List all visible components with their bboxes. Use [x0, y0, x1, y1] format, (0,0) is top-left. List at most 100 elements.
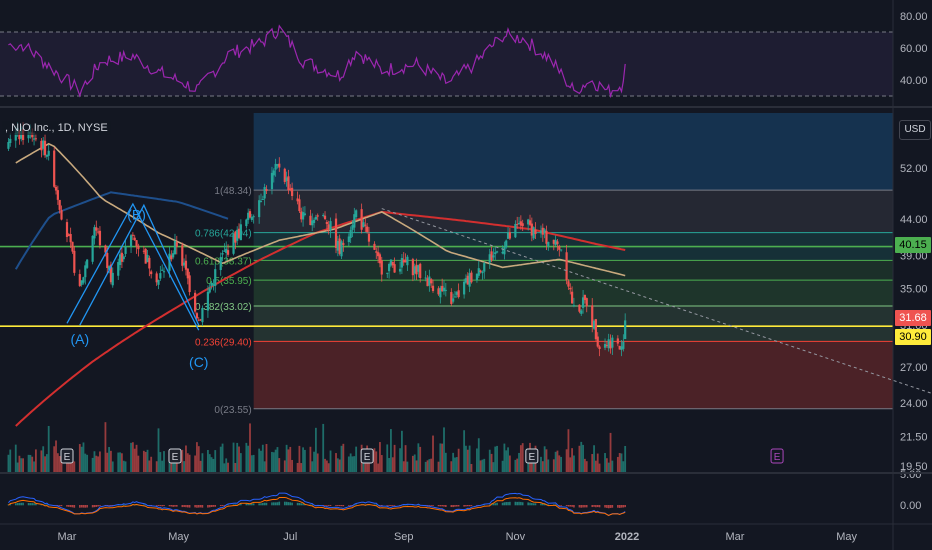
- candle-body: [47, 150, 50, 156]
- volume-bar: [567, 429, 570, 472]
- volume-bar: [325, 460, 328, 472]
- volume-bar: [73, 461, 76, 472]
- candle-body: [245, 219, 248, 227]
- macd-histogram-bar: [518, 501, 520, 506]
- candle-body: [56, 190, 59, 200]
- volume-bar: [578, 445, 581, 472]
- candle-body: [430, 279, 433, 284]
- macd-histogram-bar: [300, 503, 303, 506]
- candle-body: [93, 227, 96, 239]
- macd-histogram-bar: [327, 505, 330, 506]
- candle-body: [545, 230, 548, 244]
- volume-bar: [338, 459, 341, 472]
- candle-body: [34, 138, 37, 140]
- macd-histogram-bar: [509, 501, 511, 506]
- candle-body: [560, 249, 563, 251]
- volume-bar: [227, 462, 229, 472]
- macd-histogram-bar: [174, 505, 176, 507]
- price-tick-label: 24.00: [900, 398, 928, 410]
- volume-bar: [95, 455, 98, 472]
- macd-histogram-bar: [437, 505, 440, 507]
- volume-bar: [452, 452, 455, 472]
- candle-body: [276, 164, 279, 166]
- candle-body: [285, 177, 288, 182]
- macd-histogram-bar: [223, 505, 226, 506]
- macd-histogram-bar: [527, 502, 529, 506]
- macd-histogram-bar: [252, 503, 255, 506]
- volume-bar: [585, 461, 588, 472]
- volume-bar: [124, 461, 127, 472]
- trendline[interactable]: [381, 208, 932, 396]
- volume-bar: [207, 450, 209, 472]
- time-tick-label: May: [168, 531, 189, 543]
- macd-histogram-bar: [68, 505, 70, 507]
- horizontal-levels[interactable]: [0, 245, 893, 327]
- volume-bar: [516, 458, 519, 472]
- macd-histogram-bar: [91, 505, 94, 508]
- candle-body: [378, 254, 382, 264]
- volume-bar: [313, 451, 315, 472]
- fib-level-label: 0.236(29.40): [195, 337, 252, 348]
- volume-bar: [532, 463, 535, 472]
- volume-bar: [604, 453, 606, 472]
- symbol-legend[interactable]: , NIO Inc., 1D, NYSE: [2, 121, 111, 135]
- volume-bar: [441, 443, 444, 472]
- volume-bar: [236, 442, 239, 472]
- macd-histogram-bar: [391, 505, 394, 506]
- candle-body: [124, 246, 127, 254]
- volume-bar: [108, 447, 110, 472]
- candle-body: [581, 297, 585, 308]
- volume-bar: [223, 463, 226, 472]
- volume-bar: [45, 454, 48, 472]
- candle-body: [362, 222, 365, 228]
- candle-body: [572, 305, 576, 307]
- macd-histogram-bar: [161, 505, 163, 507]
- candle-body: [71, 241, 74, 252]
- candle-body: [541, 227, 544, 235]
- macd-histogram-bar: [251, 503, 253, 506]
- macd-histogram-bar: [188, 505, 191, 508]
- macd-histogram-bar: [426, 505, 429, 506]
- volume-bar: [214, 450, 217, 472]
- candle-body: [364, 224, 367, 226]
- volume-bar: [530, 459, 533, 472]
- macd-histogram-bar: [445, 505, 447, 507]
- candle-body: [466, 275, 469, 285]
- candle-body: [86, 259, 89, 268]
- currency-button[interactable]: USD: [899, 120, 931, 140]
- volume-bar: [391, 457, 394, 472]
- candle-body: [316, 215, 319, 217]
- volume-bar: [521, 443, 524, 472]
- candle-body: [336, 241, 339, 251]
- macd-histogram-bar: [552, 504, 555, 506]
- candle-body: [95, 227, 98, 231]
- earnings-marker: [360, 448, 374, 464]
- earnings-marker: [525, 448, 539, 464]
- macd-histogram-bar: [20, 502, 23, 506]
- volume-bar: [196, 442, 198, 472]
- pattern-label: (C): [189, 354, 208, 370]
- candle-body: [173, 241, 177, 255]
- volume-bar: [593, 445, 595, 472]
- macd-histogram-bar: [95, 505, 98, 507]
- macd-histogram-bar: [465, 505, 467, 507]
- volume-bar: [271, 451, 273, 472]
- macd-histogram-bar: [441, 505, 443, 507]
- abc-pattern[interactable]: (A) (B) (C): [66, 202, 208, 370]
- volume-bar: [335, 453, 337, 472]
- macd-histogram-bar: [571, 505, 573, 507]
- volume-bar: [53, 446, 56, 472]
- macd-histogram-bar: [386, 505, 389, 506]
- candle-body: [181, 245, 184, 266]
- candle-body: [214, 269, 217, 286]
- volume-bar: [541, 461, 544, 472]
- fibonacci-retracement[interactable]: 1(48.34) 0.786(42.04) 0.618(38.37) 0.5(35.9…: [195, 113, 893, 416]
- macd-histogram-bar: [443, 505, 445, 507]
- candle-body: [532, 227, 535, 239]
- candle-body: [258, 200, 261, 218]
- candle-body: [150, 271, 153, 275]
- volume-bar: [444, 452, 447, 472]
- candle-body: [373, 243, 376, 250]
